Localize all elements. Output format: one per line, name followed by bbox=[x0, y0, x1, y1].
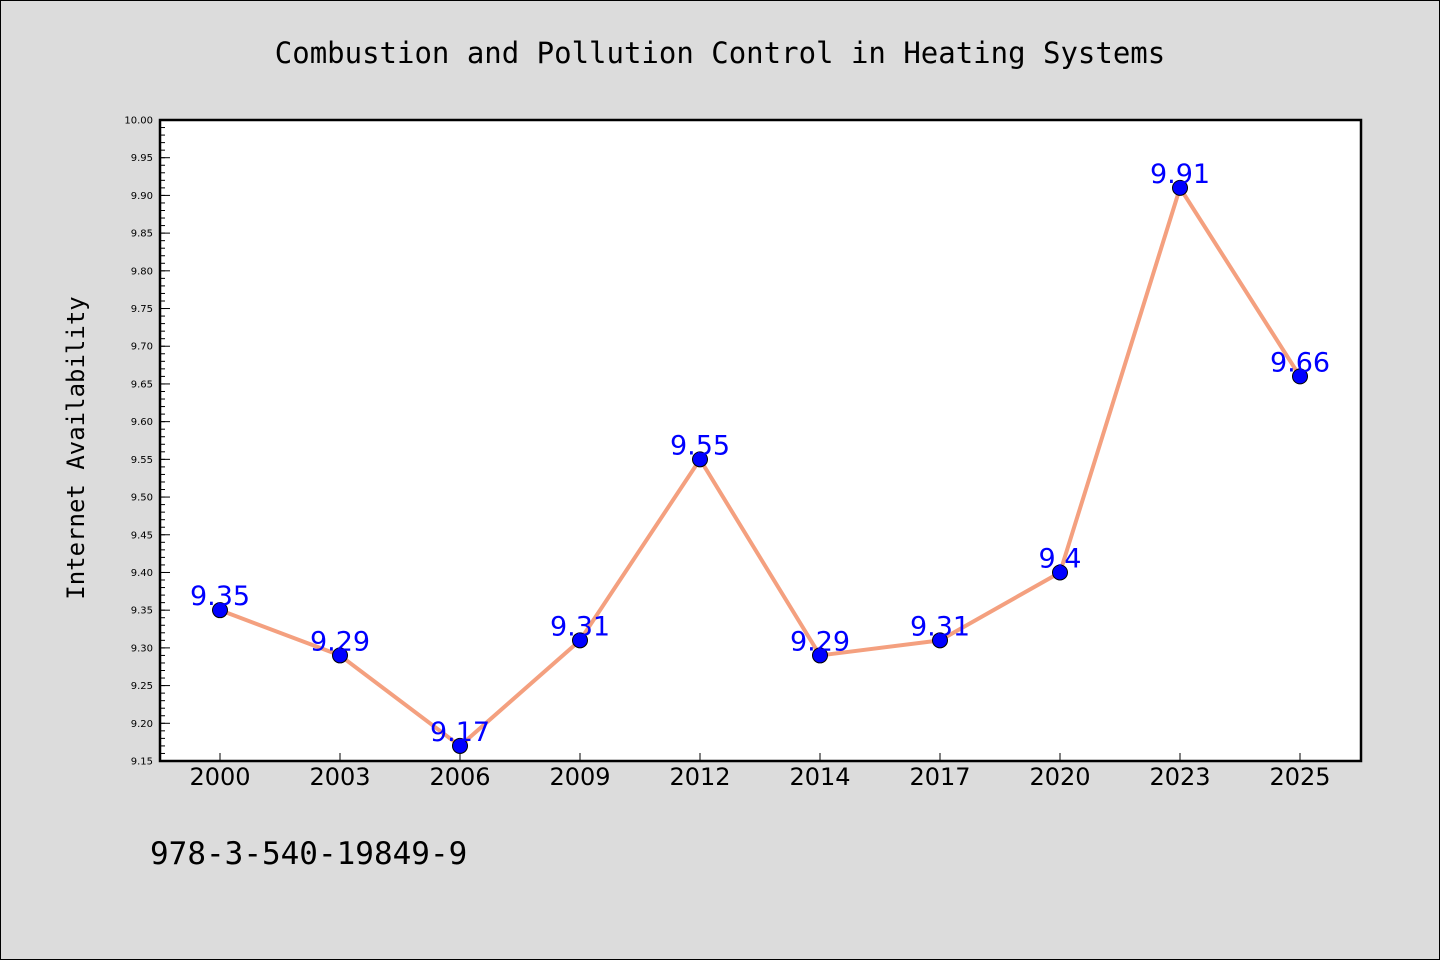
y-tick-label: 9.60 bbox=[131, 417, 153, 428]
y-tick-label: 10.00 bbox=[124, 116, 153, 127]
y-tick-label: 9.80 bbox=[131, 266, 153, 277]
plot-area bbox=[160, 120, 1361, 761]
y-tick-label: 9.70 bbox=[131, 342, 153, 353]
plot-border bbox=[158, 118, 1363, 763]
data-label: 9.4 bbox=[1039, 543, 1082, 574]
data-labels: 9.35 9.29 9.17 9.31 9.55 9.29 9.31 9.4 9.91 9.66 bbox=[190, 159, 1330, 748]
y-tick-label: 9.20 bbox=[131, 719, 153, 730]
x-tick-label: 2014 bbox=[789, 763, 850, 791]
x-tick-label: 2009 bbox=[549, 763, 610, 791]
x-tick-label: 2017 bbox=[909, 763, 970, 791]
y-tick-label: 9.15 bbox=[131, 757, 153, 768]
series-line bbox=[218, 185, 1302, 748]
x-axis: 2000 2003 2006 2009 2012 2014 2017 2020 2023 2025 bbox=[189, 753, 1331, 791]
data-point bbox=[1172, 179, 1188, 196]
data-point bbox=[572, 632, 588, 649]
x-tick-label: 2020 bbox=[1029, 763, 1090, 791]
data-point bbox=[332, 647, 348, 664]
x-tick-label: 2006 bbox=[429, 763, 490, 791]
x-tick-label: 2023 bbox=[1149, 763, 1210, 791]
data-point bbox=[452, 737, 468, 754]
y-tick-label: 9.55 bbox=[131, 455, 153, 466]
y-tick-label: 9.65 bbox=[131, 379, 153, 390]
data-label: 9.91 bbox=[1150, 159, 1210, 190]
x-tick-label: 2012 bbox=[669, 763, 730, 791]
data-label: 9.29 bbox=[310, 626, 370, 657]
data-points bbox=[212, 179, 1308, 754]
y-tick-label: 9.85 bbox=[131, 229, 153, 240]
data-label: 9.29 bbox=[790, 626, 850, 657]
chart-title: Combustion and Pollution Control in Heat… bbox=[275, 36, 1165, 70]
data-point bbox=[1292, 368, 1308, 385]
data-label: 9.66 bbox=[1270, 347, 1330, 378]
data-label: 9.35 bbox=[190, 581, 250, 612]
data-label: 9.55 bbox=[670, 430, 730, 461]
data-point bbox=[812, 647, 828, 664]
y-tick-label: 9.25 bbox=[131, 681, 153, 692]
y-tick-label: 9.50 bbox=[131, 493, 153, 504]
y-tick-label: 9.95 bbox=[131, 153, 153, 164]
y-tick-label: 9.45 bbox=[131, 530, 153, 541]
data-point bbox=[692, 451, 708, 468]
data-point bbox=[212, 602, 228, 619]
data-point bbox=[932, 632, 948, 649]
data-point bbox=[1052, 564, 1068, 581]
y-tick-label: 9.30 bbox=[131, 643, 153, 654]
y-tick-label: 9.40 bbox=[131, 568, 153, 579]
isbn-annotation: 978-3-540-19849-9 bbox=[150, 836, 467, 872]
y-tick-label: 9.75 bbox=[131, 304, 153, 315]
x-tick-label: 2003 bbox=[309, 763, 370, 791]
y-tick-label: 9.90 bbox=[131, 191, 153, 202]
data-label: 9.31 bbox=[550, 611, 610, 642]
x-tick-label: 2000 bbox=[189, 763, 250, 791]
y-axis: 9.15 9.20 9.25 9.30 9.35 9.40 9.45 9.50 9.55 9.60… bbox=[124, 116, 170, 768]
y-tick-label: 9.35 bbox=[131, 606, 153, 617]
y-axis-label: Internet Availability bbox=[62, 296, 90, 599]
data-label: 9.31 bbox=[910, 611, 970, 642]
data-label: 9.17 bbox=[430, 717, 490, 748]
x-tick-label: 2025 bbox=[1269, 763, 1330, 791]
